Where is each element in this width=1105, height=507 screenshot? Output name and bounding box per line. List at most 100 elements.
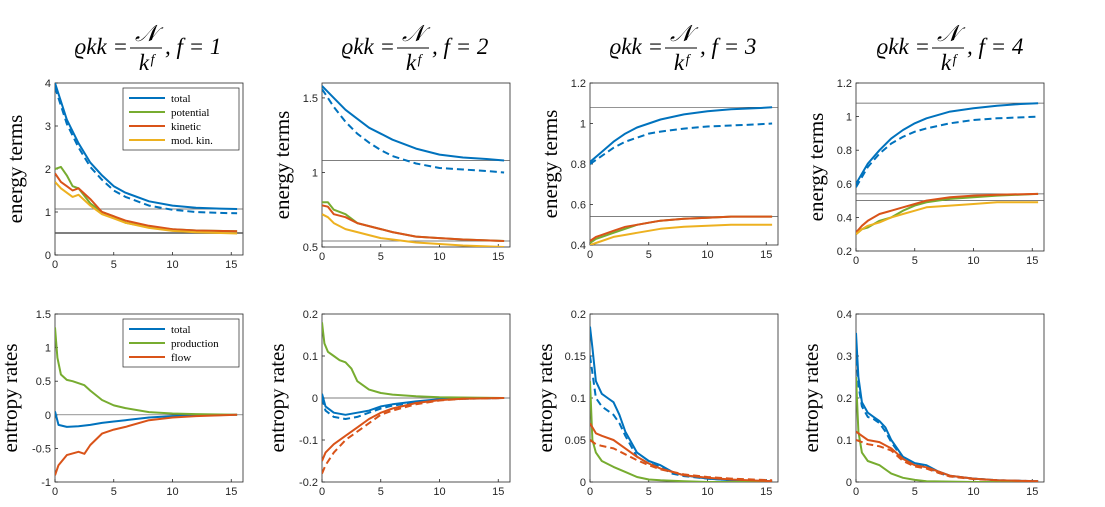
x-tick-label: 15	[492, 251, 504, 263]
y-tick-label: 3	[45, 121, 51, 133]
series-line-mod-kin	[55, 181, 238, 235]
series-line-mod-kin	[322, 213, 505, 247]
title-rest: , f = 4	[967, 34, 1023, 59]
y-tick-label: -0.2	[299, 477, 318, 489]
series-line-total	[590, 106, 773, 163]
axes-frame	[855, 313, 1045, 483]
panel-e3: 0 5 10 15 0.4 0.6 0.8 1 1.2 energy terms ϱkk = 𝒩kᶠ…	[538, 21, 779, 261]
series-line-mod-kin	[856, 201, 1039, 235]
x-tick-label: 10	[166, 486, 178, 498]
plot-area	[590, 326, 773, 482]
series-line-flow-dashed	[322, 397, 505, 474]
legend-label-total: total	[171, 324, 191, 336]
x-tick-label: 0	[52, 259, 58, 271]
series-line-flow	[55, 413, 238, 476]
y-tick-label: 0	[846, 477, 852, 489]
title-denominator: kᶠ	[941, 50, 958, 75]
y-tick-label: 0.5	[36, 376, 51, 388]
x-tick-label: 0	[319, 251, 325, 263]
axes-frame	[321, 82, 511, 248]
y-tick-label: -0.1	[299, 435, 318, 447]
panel-e4: 0 5 10 15 0.2 0.4 0.6 0.8 1 1.2 energy terms ϱkk = …	[804, 21, 1045, 267]
series-line-kinetic	[856, 192, 1039, 234]
title-denominator: kᶠ	[139, 50, 156, 75]
y-tick-label: 0.2	[837, 246, 852, 258]
y-tick-label: 0.05	[565, 435, 586, 447]
y-tick-label: 0.1	[837, 435, 852, 447]
y-tick-label: 0.2	[837, 393, 852, 405]
y-tick-label: 0	[45, 410, 51, 422]
x-tick-label: 15	[492, 486, 504, 498]
y-tick-label: 0.2	[303, 309, 318, 321]
y-tick-label: 1	[45, 343, 51, 355]
x-tick-label: 10	[433, 486, 445, 498]
plot-area	[856, 102, 1044, 235]
y-tick-label: 1	[580, 119, 586, 131]
y-axis-label: entropy rates	[799, 343, 823, 452]
legend-label-production: production	[171, 338, 219, 350]
title-rest: , f = 1	[165, 34, 221, 59]
title-lhs: ϱkk =	[610, 34, 663, 59]
title-lhs: ϱkk =	[75, 34, 128, 59]
title-lhs: ϱkk =	[877, 34, 930, 59]
x-tick-label: 10	[701, 249, 713, 261]
plot-area	[55, 327, 243, 476]
y-tick-label: 0.1	[571, 393, 586, 405]
panel-e2: 0 5 10 15 0.5 1 1.5 energy terms ϱkk = 𝒩kᶠ , f = …	[270, 21, 511, 263]
y-tick-label: 4	[45, 78, 51, 90]
legend-label-total: total	[171, 93, 191, 105]
y-tick-label: 1.2	[571, 78, 586, 90]
x-tick-label: 0	[52, 486, 58, 498]
series-line-total-dashed	[55, 86, 238, 215]
y-tick-label: 1	[846, 112, 852, 124]
series-line-total	[55, 83, 238, 210]
y-tick-label: 0.8	[837, 145, 852, 157]
title-numerator: 𝒩	[135, 21, 164, 46]
y-tick-label: -0.5	[32, 443, 51, 455]
x-tick-label: 5	[378, 486, 384, 498]
legend-label-flow: flow	[171, 352, 191, 364]
x-tick-label: 10	[967, 486, 979, 498]
series-line-total-dashed	[590, 122, 773, 165]
series-line-potential	[856, 192, 1039, 235]
x-tick-label: 0	[853, 255, 859, 267]
y-axis-label: energy terms	[538, 110, 562, 219]
x-tick-label: 15	[760, 486, 772, 498]
plot-area	[856, 332, 1039, 482]
panel-title: ϱkk = 𝒩kᶠ , f = 1	[75, 21, 222, 75]
y-tick-label: 1	[45, 207, 51, 219]
panel-title: ϱkk = 𝒩kᶠ , f = 4	[877, 21, 1024, 75]
x-tick-label: 10	[967, 255, 979, 267]
x-tick-label: 5	[646, 249, 652, 261]
legend-label-mod-kin: mod. kin.	[171, 135, 213, 147]
y-tick-label: 0.15	[565, 351, 586, 363]
y-tick-label: 0.6	[571, 200, 586, 212]
panel-title: ϱkk = 𝒩kᶠ , f = 3	[610, 21, 757, 75]
series-line-total-dashed	[856, 115, 1039, 188]
legend: total potential kinetic mod. kin.	[122, 87, 240, 151]
plot-area	[590, 106, 778, 245]
y-axis-label: entropy rates	[0, 343, 22, 452]
x-tick-label: 15	[1026, 486, 1038, 498]
series-line-production	[322, 322, 505, 399]
series-line-kinetic	[590, 215, 773, 242]
y-tick-label: 2	[45, 164, 51, 176]
x-tick-label: 15	[225, 259, 237, 271]
legend: total production flow	[122, 318, 240, 368]
title-rest: , f = 3	[700, 34, 756, 59]
plot-area	[322, 85, 510, 247]
x-tick-label: 0	[587, 486, 593, 498]
x-tick-label: 0	[587, 249, 593, 261]
y-tick-label: 0.1	[303, 351, 318, 363]
y-tick-label: 0.4	[837, 309, 852, 321]
y-tick-label: 0	[580, 477, 586, 489]
plot-area	[55, 83, 243, 235]
x-tick-label: 5	[912, 486, 918, 498]
series-line-production	[856, 376, 1039, 482]
title-denominator: kᶠ	[674, 50, 691, 75]
panel-s4: 0 5 10 15 0 0.1 0.2 0.3 0.4 entropy rates	[799, 309, 1045, 498]
y-tick-label: 0.2	[571, 309, 586, 321]
x-tick-label: 0	[319, 486, 325, 498]
series-line-production	[55, 327, 238, 416]
